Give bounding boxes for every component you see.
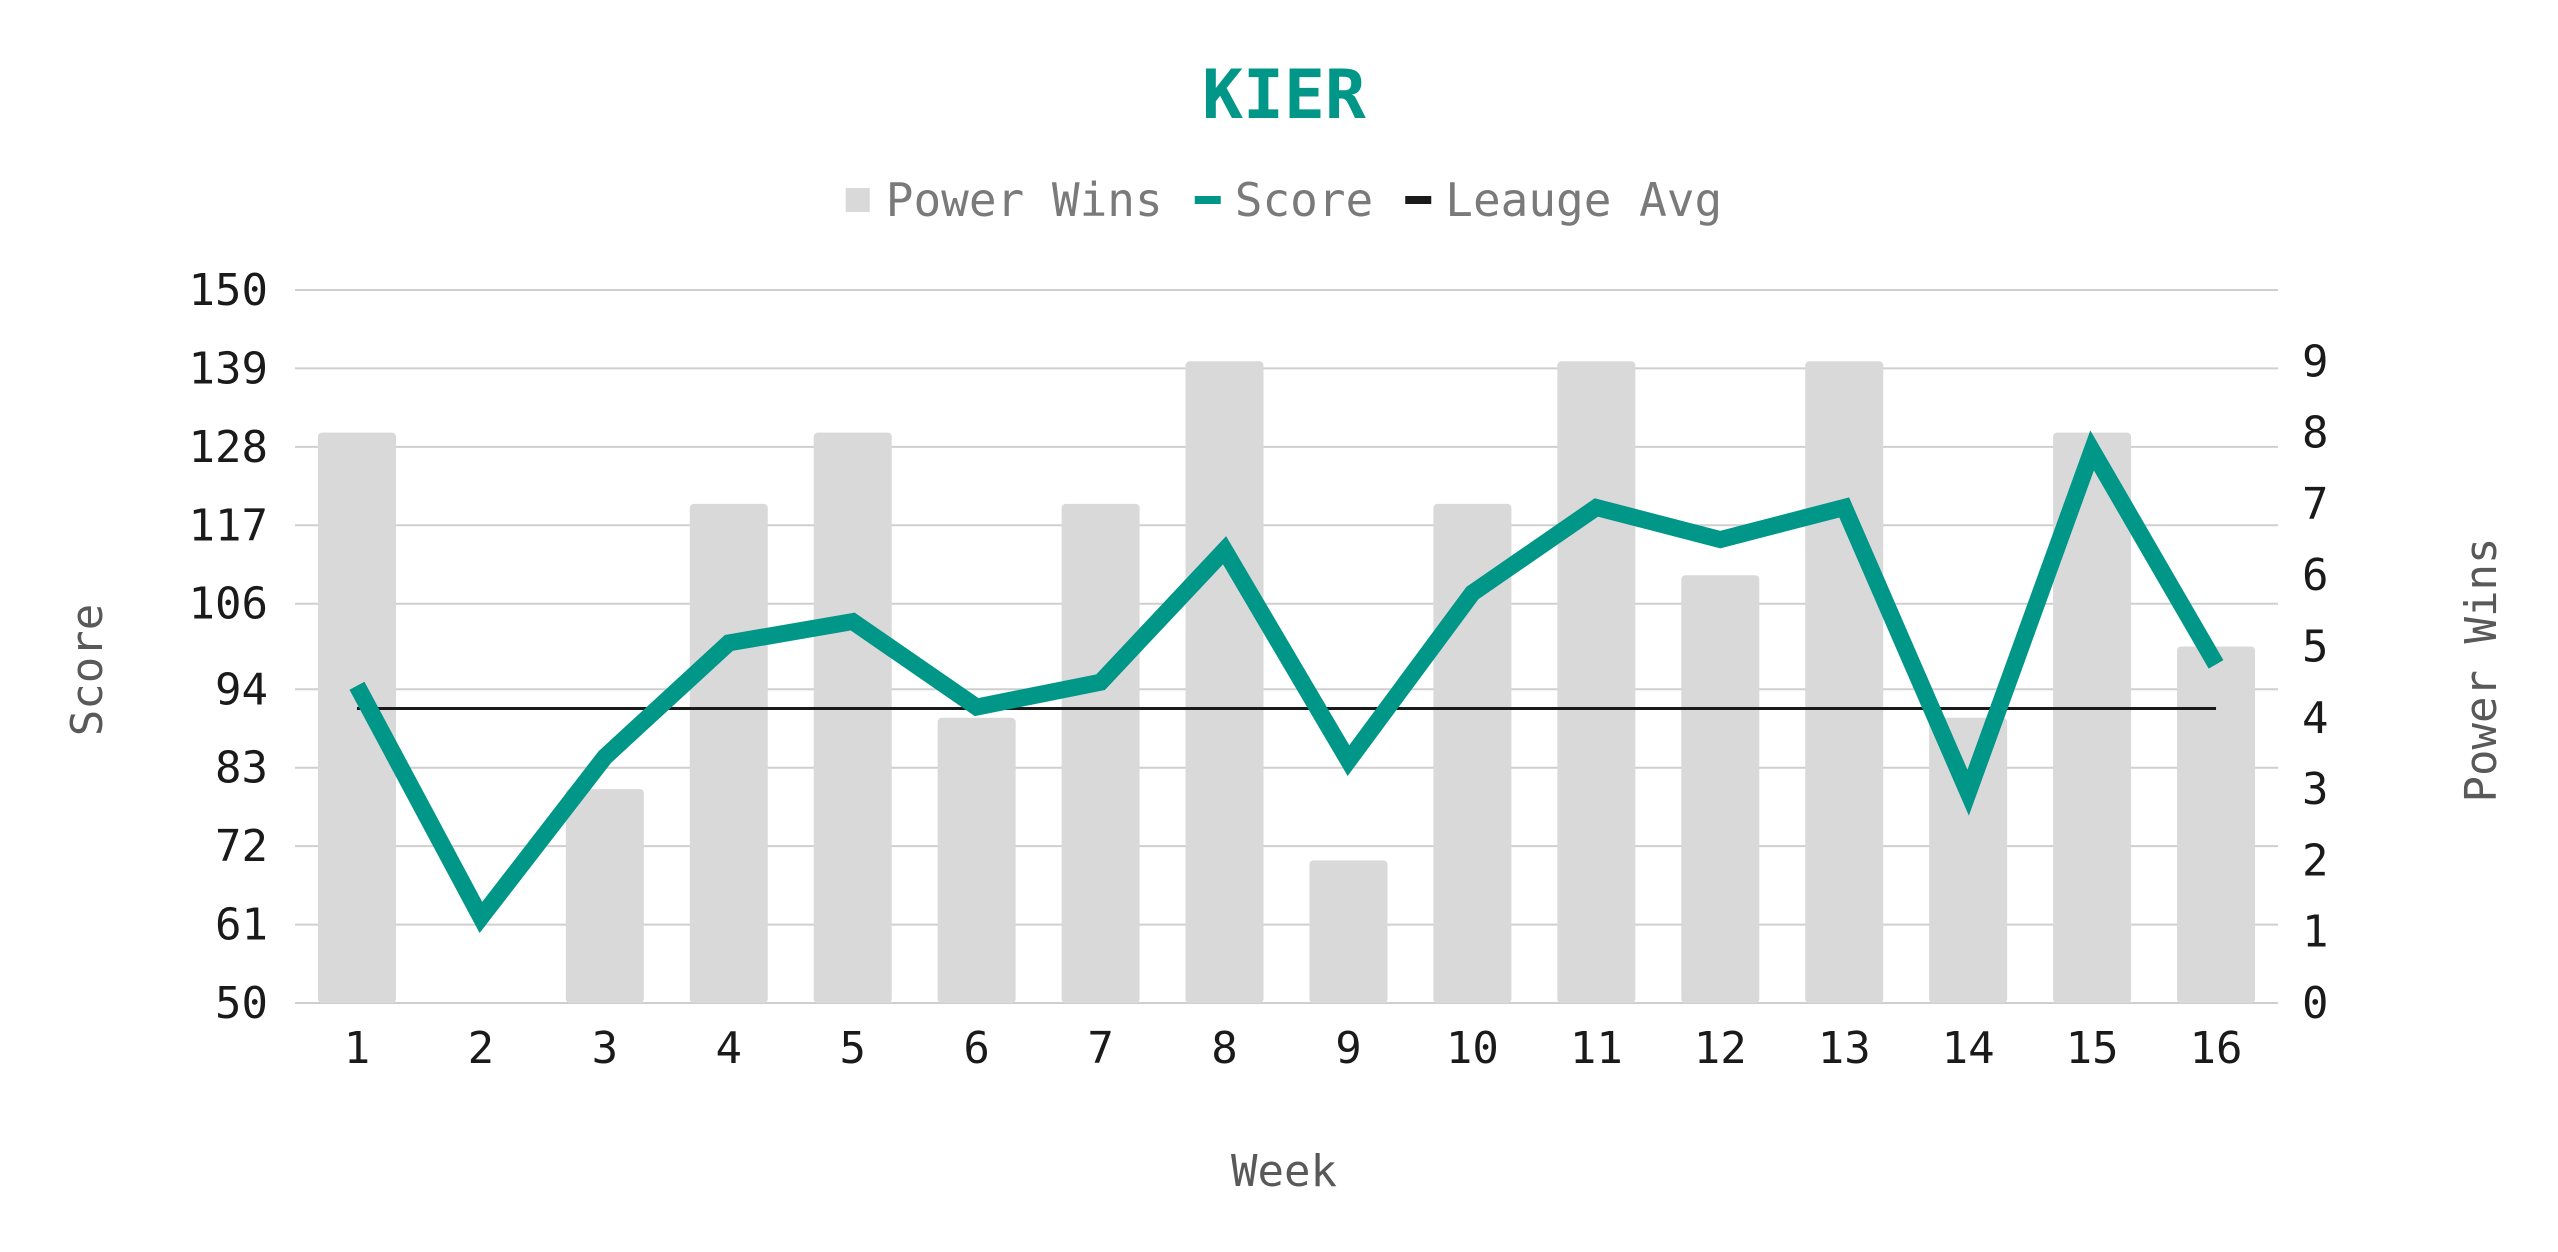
x-tick-label: 6	[963, 1023, 990, 1074]
y-left-tick-label: 50	[215, 978, 268, 1029]
bar	[1929, 718, 2007, 1003]
y-axis-left-ticks: 50 61 72 83 94 106 117 128 139 150	[189, 265, 268, 1029]
y-left-tick-label: 106	[189, 579, 268, 630]
y-right-tick-label: 0	[2302, 978, 2329, 1029]
y-right-tick-label: 3	[2302, 764, 2329, 815]
y-left-tick-label: 83	[215, 743, 268, 794]
y-right-tick-label: 4	[2302, 693, 2329, 744]
x-tick-label: 7	[1087, 1023, 1114, 1074]
y-left-tick-label: 117	[189, 500, 268, 551]
y-right-tick-label: 8	[2302, 408, 2329, 459]
y-left-tick-label: 128	[189, 422, 268, 473]
y-right-tick-label: 2	[2302, 835, 2329, 886]
y-right-tick-label: 6	[2302, 550, 2329, 601]
x-tick-label: 9	[1335, 1023, 1362, 1074]
power-wins-bars	[318, 361, 2255, 1003]
y-left-tick-label: 139	[189, 343, 268, 394]
bar	[1557, 361, 1635, 1003]
bar	[318, 433, 396, 1003]
x-tick-label: 11	[1570, 1023, 1623, 1074]
y-left-tick-label: 72	[215, 821, 268, 872]
legend-label: Score	[1235, 173, 1373, 227]
bar	[1062, 504, 1140, 1003]
x-tick-label: 8	[1211, 1023, 1238, 1074]
bar	[566, 789, 644, 1003]
y-right-tick-label: 5	[2302, 622, 2329, 673]
x-tick-label: 1	[344, 1023, 371, 1074]
legend-swatch-bar	[846, 188, 870, 212]
bar	[1309, 860, 1387, 1003]
bar	[1805, 361, 1883, 1003]
y-axis-right-ticks: 0 1 2 3 4 5 6 7 8 9	[2302, 336, 2329, 1029]
y-axis-left-title: Score	[62, 604, 113, 736]
x-tick-label: 5	[839, 1023, 866, 1074]
legend-label: Leauge Avg	[1445, 173, 1722, 227]
y-left-tick-label: 150	[189, 265, 268, 316]
bar	[1186, 361, 1264, 1003]
bar	[2177, 647, 2255, 1004]
bar	[690, 504, 768, 1003]
y-left-tick-label: 94	[215, 664, 268, 715]
x-tick-label: 14	[1942, 1023, 1995, 1074]
y-axis-right-title: Power Wins	[2456, 538, 2507, 803]
bar	[814, 433, 892, 1003]
legend-label: Power Wins	[886, 173, 1163, 227]
bar	[1681, 575, 1759, 1003]
x-tick-label: 2	[468, 1023, 495, 1074]
x-tick-label: 15	[2066, 1023, 2119, 1074]
y-left-tick-label: 61	[215, 900, 268, 951]
y-right-tick-label: 9	[2302, 336, 2329, 387]
chart-title: KIER	[1202, 56, 1366, 135]
bar	[938, 718, 1016, 1003]
y-right-tick-label: 7	[2302, 479, 2329, 530]
x-tick-label: 10	[1446, 1023, 1499, 1074]
legend-swatch-line	[1195, 196, 1221, 204]
x-tick-label: 16	[2190, 1023, 2243, 1074]
x-tick-label: 3	[592, 1023, 619, 1074]
x-axis-title: Week	[1231, 1146, 1337, 1197]
legend-swatch-line	[1405, 196, 1431, 204]
x-tick-label: 4	[716, 1023, 743, 1074]
x-tick-label: 13	[1818, 1023, 1871, 1074]
y-right-tick-label: 1	[2302, 907, 2329, 958]
legend: Power Wins Score Leauge Avg	[846, 173, 1722, 227]
x-tick-label: 12	[1694, 1023, 1747, 1074]
